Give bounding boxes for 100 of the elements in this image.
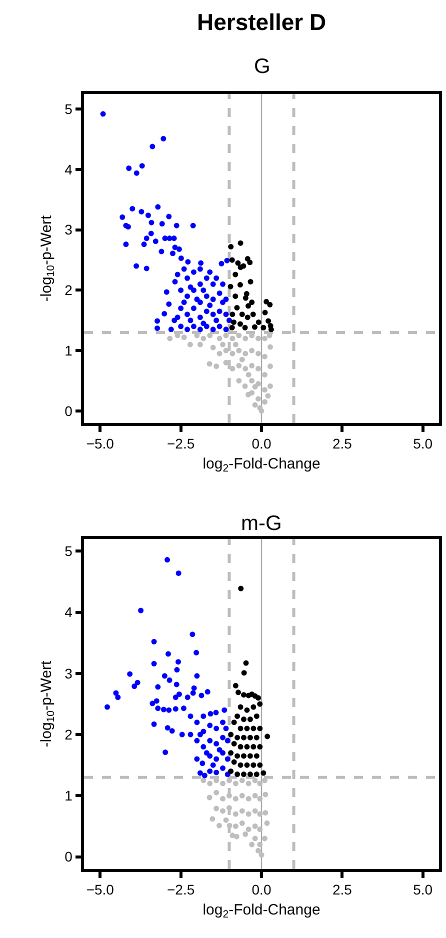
point [262, 336, 268, 342]
chart-title: Hersteller D [197, 9, 326, 35]
x-tick-label: 0.0 [252, 436, 272, 452]
point [262, 399, 268, 405]
point [210, 344, 216, 350]
y-tick-label: 2 [64, 282, 73, 298]
point [207, 332, 213, 338]
point [252, 778, 258, 784]
y-tick-label: 4 [64, 604, 73, 620]
point [234, 304, 240, 310]
point [257, 762, 263, 768]
point [254, 753, 260, 759]
point [216, 336, 222, 342]
point [230, 336, 236, 342]
chart-title: m-G [241, 512, 282, 535]
point [247, 772, 253, 778]
point [252, 402, 258, 408]
point [252, 384, 258, 390]
point [181, 334, 187, 340]
point [252, 808, 258, 814]
point [244, 726, 250, 732]
point [242, 350, 248, 356]
point [260, 324, 266, 330]
point [232, 823, 238, 829]
point [267, 344, 273, 350]
point [239, 356, 245, 362]
point [237, 321, 243, 327]
point [229, 257, 235, 263]
point [239, 820, 245, 826]
point [260, 770, 266, 776]
point [244, 314, 250, 320]
point [236, 378, 242, 384]
point [241, 716, 246, 722]
point [244, 707, 250, 713]
point [238, 240, 244, 246]
point [247, 753, 253, 759]
point [220, 342, 226, 348]
point [237, 282, 243, 288]
point [241, 753, 246, 759]
point [200, 336, 206, 342]
point [257, 744, 263, 750]
point [214, 790, 220, 796]
x-tick-label: −5.0 [86, 436, 114, 452]
point [256, 336, 262, 342]
point [232, 682, 238, 688]
point [207, 780, 213, 786]
point [257, 726, 263, 732]
point [250, 726, 256, 732]
point [231, 319, 236, 325]
point [241, 772, 246, 778]
point [265, 393, 271, 399]
point [234, 734, 240, 740]
point [238, 586, 244, 592]
y-tick-label: 4 [64, 161, 73, 178]
point [250, 312, 256, 318]
point [223, 817, 229, 823]
point [257, 811, 263, 817]
point [241, 692, 246, 698]
point [244, 744, 250, 750]
point [262, 387, 268, 393]
point [257, 405, 263, 411]
point [238, 704, 244, 710]
point [231, 720, 237, 726]
point [264, 734, 270, 740]
point [231, 740, 237, 746]
point [250, 744, 256, 750]
x-tick-label: 5.0 [413, 882, 433, 898]
point [256, 695, 262, 701]
point [264, 298, 270, 304]
point [236, 332, 242, 338]
point [228, 732, 234, 738]
chart-subtitle: G [254, 55, 270, 78]
point [234, 713, 240, 719]
point [242, 324, 248, 330]
point [249, 348, 255, 354]
x-tick-label: 0.0 [252, 882, 272, 898]
point [228, 284, 234, 290]
point [228, 244, 234, 250]
point [197, 342, 203, 348]
point [230, 366, 236, 372]
point [239, 312, 245, 318]
y-tick-label: 5 [64, 543, 73, 560]
point [230, 312, 236, 318]
point [236, 362, 242, 368]
point [226, 805, 232, 811]
point [262, 354, 268, 360]
point [249, 362, 255, 368]
point [232, 272, 238, 278]
point [241, 734, 246, 740]
y-tick-label: 0 [64, 402, 73, 419]
point [242, 366, 248, 372]
point [206, 794, 212, 800]
point [247, 716, 253, 722]
point [236, 690, 242, 696]
point [257, 796, 263, 802]
point [257, 842, 263, 848]
point [230, 350, 236, 356]
point [223, 332, 229, 338]
point [241, 670, 247, 676]
point [267, 302, 273, 308]
